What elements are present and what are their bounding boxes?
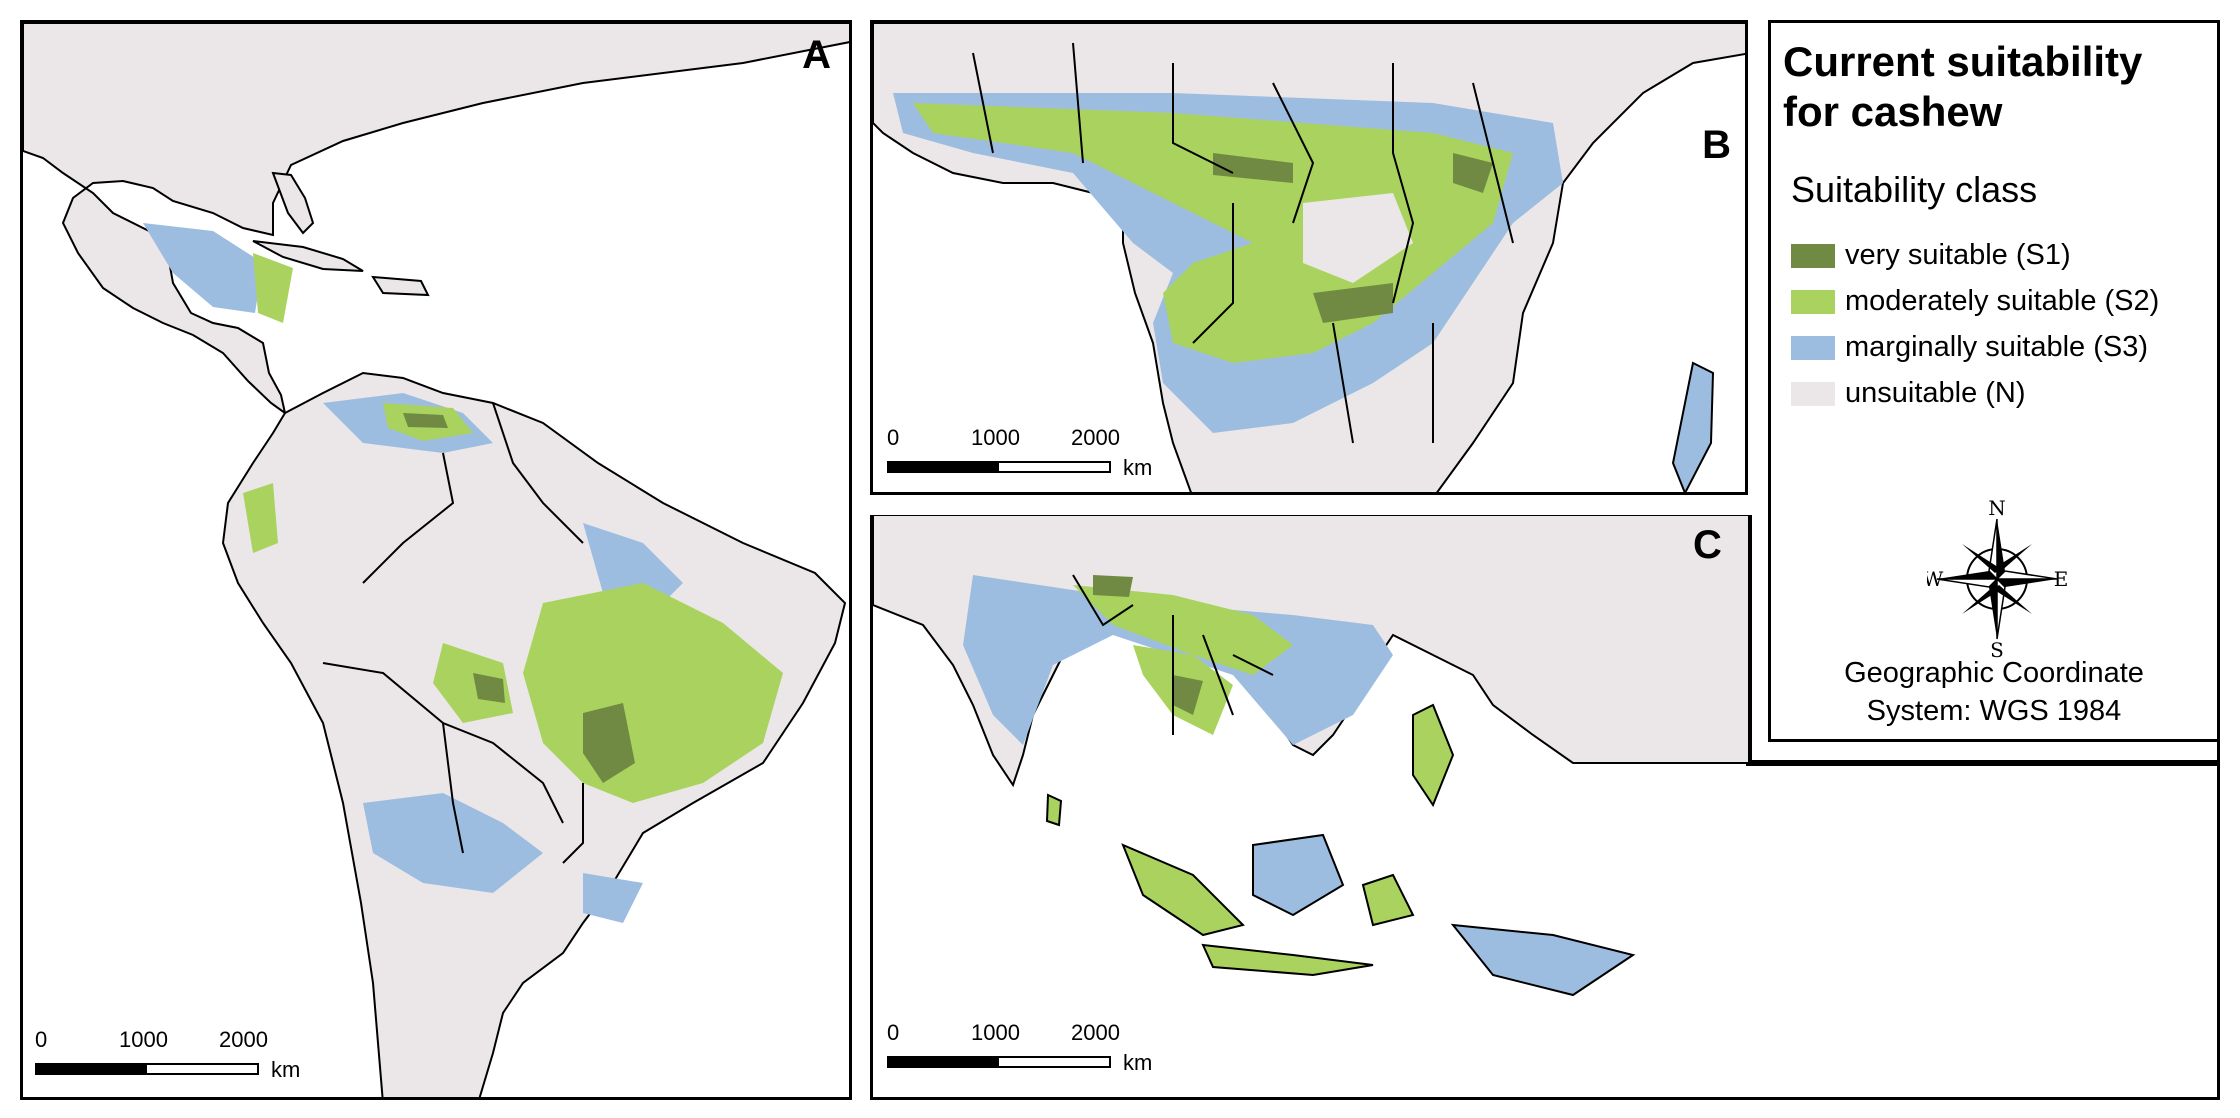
scale-tick-0: 0 [35, 1027, 48, 1052]
scale-tick-2000: 2000 [1071, 1020, 1120, 1045]
scale-bar: 0 1000 2000 km [35, 1027, 300, 1087]
land-south-america [221, 371, 847, 1097]
legend-item-s1: very suitable (S1) [1791, 239, 2071, 272]
scale-tick-1000: 1000 [971, 425, 1020, 450]
legend-subtitle: Suitability class [1791, 169, 2038, 210]
panel-label-b: B [1702, 123, 1731, 167]
compass-s: S [1990, 638, 2004, 659]
legend-item-s3: marginally suitable (S3) [1791, 331, 2148, 364]
legend-panel: Current suitability for cashew Suitabili… [1768, 20, 2220, 742]
compass-n: N [1988, 499, 2006, 520]
scale-bar: 0 1000 2000 km [887, 425, 1152, 485]
map-panel-africa: B 0 1000 2000 km [870, 20, 1748, 495]
legend-item-n: unsuitable (N) [1791, 377, 2026, 410]
compass-e: E [2054, 567, 2067, 591]
coordinate-system-line2: System: WGS 1984 [1866, 695, 2122, 727]
legend-title: Current suitability for cashew [1783, 38, 2143, 135]
map-panel-asia: C 0 1000 2000 km [870, 515, 2220, 1100]
legend-label-s3: marginally suitable (S3) [1845, 331, 2149, 363]
scale-bar-black [887, 461, 999, 473]
scale-unit: km [271, 1057, 301, 1082]
africa-map [873, 23, 1745, 492]
panel-label-a: A [802, 33, 831, 77]
scale-bar-white [145, 1063, 259, 1075]
scale-bar-white [997, 461, 1111, 473]
scale-tick-1000: 1000 [119, 1027, 168, 1052]
asia-map [873, 515, 2217, 997]
scale-bar-black [887, 1056, 999, 1068]
map-panel-americas: A 0 1000 2000 km [20, 20, 852, 1100]
scale-tick-2000: 2000 [219, 1027, 268, 1052]
legend-label-n: unsuitable (N) [1845, 377, 2026, 409]
coordinate-system-line1: Geographic Coordinate [1844, 657, 2144, 689]
compass-w: W [1927, 567, 1944, 591]
panel-label-c: C [1693, 523, 1722, 567]
scale-tick-0: 0 [887, 425, 900, 450]
scale-tick-1000: 1000 [971, 1020, 1020, 1045]
swatch-s2 [1791, 289, 1835, 314]
land-north-america [23, 23, 849, 416]
swatch-s3 [1791, 335, 1835, 360]
swatch-n [1791, 381, 1835, 406]
scale-bar-black [35, 1063, 147, 1075]
scale-unit: km [1123, 1050, 1153, 1075]
scale-bar-white [997, 1056, 1111, 1068]
compass-rose-icon: N S W E [1927, 499, 2067, 659]
scale-tick-0: 0 [887, 1020, 900, 1045]
legend-label-s2: moderately suitable (S2) [1845, 285, 2160, 317]
scale-unit: km [1123, 455, 1153, 480]
swatch-s1 [1791, 243, 1835, 268]
americas-map [23, 23, 849, 1097]
scale-tick-2000: 2000 [1071, 425, 1120, 450]
legend-label-s1: very suitable (S1) [1845, 239, 2071, 271]
legend-item-s2: moderately suitable (S2) [1791, 285, 2159, 318]
scale-bar: 0 1000 2000 km [887, 1020, 1152, 1080]
